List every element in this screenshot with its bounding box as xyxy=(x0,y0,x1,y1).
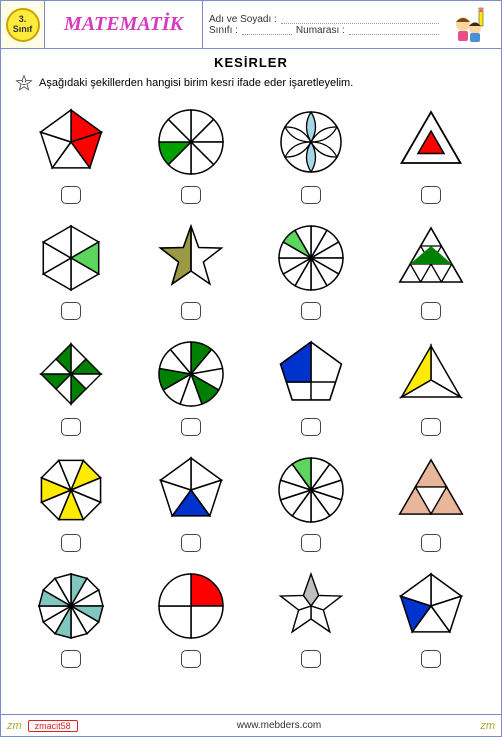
class-field[interactable] xyxy=(242,25,292,35)
shape-square8 xyxy=(31,334,111,414)
shape-cell-17 xyxy=(137,566,245,668)
shape-circle9 xyxy=(151,334,231,414)
checkbox-14[interactable] xyxy=(301,534,321,552)
checkbox-13[interactable] xyxy=(181,534,201,552)
shape-cell-5 xyxy=(137,218,245,320)
checkbox-2[interactable] xyxy=(301,186,321,204)
shape-cell-6 xyxy=(257,218,365,320)
shape-tri-tri6 xyxy=(391,450,471,530)
checkbox-11[interactable] xyxy=(421,418,441,436)
worksheet-page: 3. Sınıf MATEMATİK Adı ve Soyadı : Sınıf… xyxy=(0,0,502,737)
shape-pentagon4 xyxy=(271,334,351,414)
shape-cell-3 xyxy=(377,102,485,204)
star-icon xyxy=(15,74,33,92)
shape-cell-7 xyxy=(377,218,485,320)
shape-hex6 xyxy=(31,218,111,298)
shape-cell-18 xyxy=(257,566,365,668)
shape-cell-15 xyxy=(377,450,485,552)
checkbox-10[interactable] xyxy=(301,418,321,436)
shape-flower6 xyxy=(271,102,351,182)
checkbox-16[interactable] xyxy=(61,650,81,668)
footer: zm zmacit58 www.mebders.com zm xyxy=(1,714,501,736)
shape-cell-13 xyxy=(137,450,245,552)
header: 3. Sınıf MATEMATİK Adı ve Soyadı : Sınıf… xyxy=(1,1,501,49)
checkbox-4[interactable] xyxy=(61,302,81,320)
name-field[interactable] xyxy=(281,14,439,24)
footer-tag-left: zm xyxy=(7,720,22,732)
shape-octagon8 xyxy=(31,450,111,530)
class-label: Sınıfı : xyxy=(209,25,238,36)
subject-title: MATEMATİK xyxy=(64,13,183,36)
shape-cell-14 xyxy=(257,450,365,552)
shape-cell-10 xyxy=(257,334,365,436)
shape-cell-4 xyxy=(17,218,125,320)
checkbox-15[interactable] xyxy=(421,534,441,552)
shape-tri9 xyxy=(391,218,471,298)
student-info: Adı ve Soyadı : Sınıfı : Numarası : xyxy=(203,1,445,48)
shape-cell-9 xyxy=(137,334,245,436)
checkbox-8[interactable] xyxy=(61,418,81,436)
grade-badge-inner: 3. Sınıf xyxy=(6,8,40,42)
checkbox-18[interactable] xyxy=(301,650,321,668)
shape-cell-11 xyxy=(377,334,485,436)
shape-cell-2 xyxy=(257,102,365,204)
instruction-row: Aşağıdaki şekillerden hangisi birim kesr… xyxy=(15,74,487,92)
number-label: Numarası : xyxy=(296,25,345,36)
shape-tri-in-tri xyxy=(391,102,471,182)
name-label: Adı ve Soyadı : xyxy=(209,14,277,25)
instruction-text: Aşağıdaki şekillerden hangisi birim kesr… xyxy=(39,77,353,89)
shape-cell-16 xyxy=(17,566,125,668)
shape-cell-12 xyxy=(17,450,125,552)
checkbox-19[interactable] xyxy=(421,650,441,668)
shape-circle8 xyxy=(151,102,231,182)
shape-star5b xyxy=(271,566,351,646)
shape-tri3 xyxy=(391,334,471,414)
shape-pentagon5c xyxy=(391,566,471,646)
subject-cell: MATEMATİK xyxy=(45,1,203,48)
shape-circle4 xyxy=(151,566,231,646)
shape-cell-19 xyxy=(377,566,485,668)
shape-cell-0 xyxy=(17,102,125,204)
checkbox-9[interactable] xyxy=(181,418,201,436)
number-field[interactable] xyxy=(349,25,439,35)
shape-cell-8 xyxy=(17,334,125,436)
footer-url: www.mebders.com xyxy=(237,720,321,731)
kids-illustration xyxy=(445,1,501,48)
checkbox-3[interactable] xyxy=(421,186,441,204)
footer-author: zmacit58 xyxy=(28,720,78,732)
grade-badge: 3. Sınıf xyxy=(1,1,45,48)
checkbox-17[interactable] xyxy=(181,650,201,668)
shape-star5-half xyxy=(151,218,231,298)
shape-hex12 xyxy=(31,566,111,646)
footer-tag-right: zm xyxy=(480,720,495,732)
shape-cell-1 xyxy=(137,102,245,204)
grade-label: Sınıf xyxy=(13,25,33,34)
checkbox-0[interactable] xyxy=(61,186,81,204)
shape-circle12 xyxy=(271,218,351,298)
checkbox-6[interactable] xyxy=(301,302,321,320)
checkbox-7[interactable] xyxy=(421,302,441,320)
shape-pentagon5b xyxy=(151,450,231,530)
checkbox-5[interactable] xyxy=(181,302,201,320)
section-title: KESİRLER xyxy=(1,55,501,70)
shapes-grid xyxy=(1,98,501,692)
checkbox-1[interactable] xyxy=(181,186,201,204)
shape-circle10 xyxy=(271,450,351,530)
checkbox-12[interactable] xyxy=(61,534,81,552)
shape-pentagon5 xyxy=(31,102,111,182)
